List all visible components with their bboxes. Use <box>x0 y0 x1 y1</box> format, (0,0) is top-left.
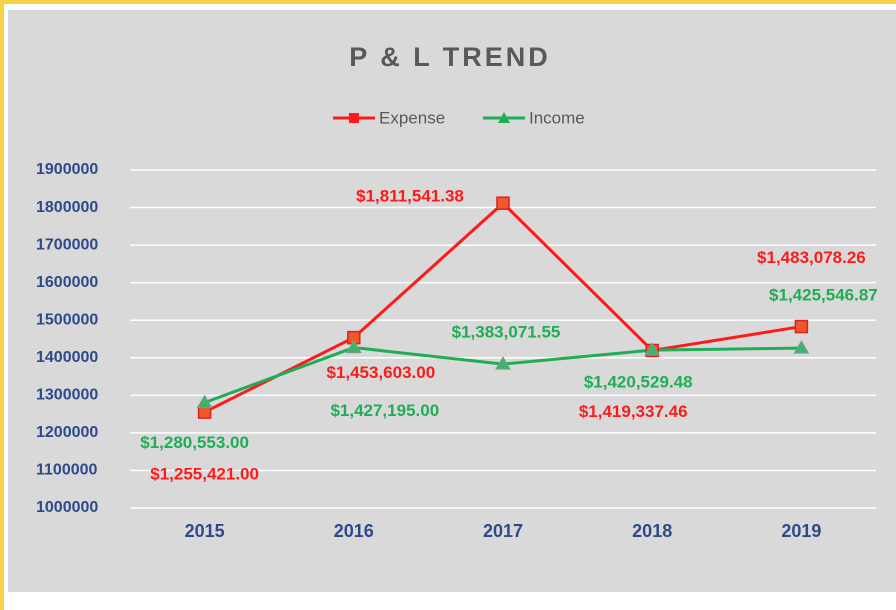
data-point <box>794 319 809 334</box>
y-tick-label: 1200000 <box>36 424 98 441</box>
data-label: $1,427,195.00 <box>330 401 439 420</box>
chart-title: P & L TREND <box>349 42 551 72</box>
data-point <box>793 340 810 354</box>
data-point <box>196 394 213 409</box>
y-tick-label: 1900000 <box>36 161 98 178</box>
y-tick-label: 1700000 <box>36 236 98 253</box>
x-tick-label: 2016 <box>334 521 374 541</box>
y-tick-label: 1100000 <box>36 462 98 479</box>
data-label: $1,811,541.38 <box>356 187 464 206</box>
data-point <box>495 356 511 370</box>
data-point <box>345 339 362 354</box>
data-label: $1,453,603.00 <box>326 363 435 382</box>
data-point <box>644 342 661 356</box>
data-label: $1,280,553.00 <box>140 433 249 452</box>
frame-top <box>0 0 896 4</box>
x-tick-label: 2019 <box>781 521 821 541</box>
legend-marker <box>349 113 359 123</box>
frame-left <box>0 0 4 610</box>
y-tick-label: 1400000 <box>36 349 98 366</box>
x-tick-label: 2018 <box>632 521 672 541</box>
y-tick-label: 1600000 <box>36 274 98 291</box>
data-label: $1,255,421.00 <box>150 465 259 484</box>
data-label: $1,425,546.87 <box>769 286 878 305</box>
legend-label: Expense <box>379 108 445 127</box>
y-tick-label: 1500000 <box>36 311 98 328</box>
x-tick-label: 2017 <box>483 521 523 541</box>
y-tick-label: 1000000 <box>36 499 98 516</box>
data-point <box>496 196 510 210</box>
y-tick-label: 1300000 <box>36 387 98 404</box>
chart-area <box>8 10 896 592</box>
x-tick-label: 2015 <box>185 521 225 541</box>
data-label: $1,483,078.26 <box>757 248 866 267</box>
data-label: $1,420,529.48 <box>584 373 693 392</box>
legend-label: Income <box>529 108 585 127</box>
legend-marker <box>498 112 510 123</box>
data-label: $1,419,337.46 <box>579 402 688 421</box>
data-label: $1,383,071.55 <box>452 323 561 342</box>
y-tick-label: 1800000 <box>36 199 98 216</box>
